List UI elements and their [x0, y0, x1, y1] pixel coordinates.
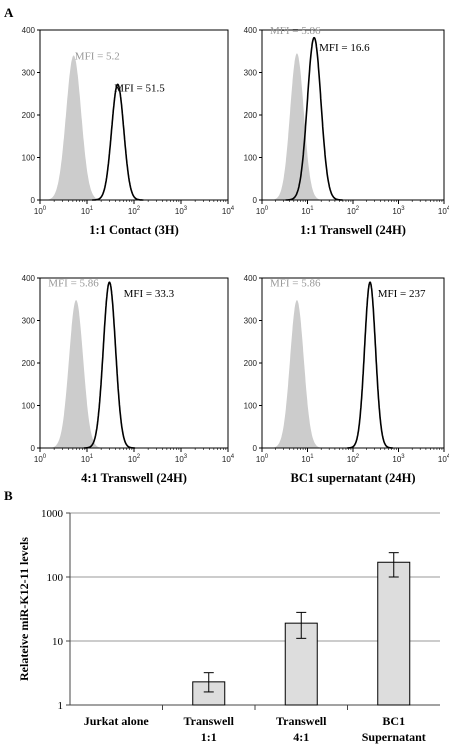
x-tick-label: 102	[347, 454, 360, 464]
y-tick-label: 200	[244, 359, 258, 368]
x-tick-label: 100	[256, 206, 269, 216]
y-tick-label: 200	[22, 111, 36, 120]
y-tick-label: 0	[253, 444, 258, 453]
mfi-label: MFI = 237	[378, 288, 426, 300]
category-label: 1:1	[201, 730, 217, 744]
category-label: 4:1	[293, 730, 309, 744]
sample-histogram	[285, 36, 343, 201]
x-tick-label: 103	[175, 454, 188, 464]
x-tick-label: 104	[438, 206, 449, 216]
x-tick-label: 102	[128, 454, 141, 464]
x-tick-label: 101	[301, 454, 314, 464]
sample-histogram	[347, 281, 393, 449]
x-tick-label: 100	[34, 206, 47, 216]
x-tick-label: 100	[34, 454, 47, 464]
x-tick-label: 104	[222, 454, 235, 464]
y-tick-label: 400	[22, 26, 36, 35]
mfi-label: MFI = 16.6	[319, 42, 370, 54]
mfi-label: MFI = 5.86	[270, 25, 321, 37]
panel-label-a: A	[4, 5, 14, 20]
y-tick-label: 100	[47, 572, 64, 584]
control-histogram	[42, 55, 106, 200]
x-tick-label: 102	[347, 206, 360, 216]
y-tick-label: 300	[22, 69, 36, 78]
y-tick-label: 100	[22, 154, 36, 163]
category-label: Jurkat alone	[84, 714, 150, 728]
x-tick-label: 104	[438, 454, 449, 464]
bar	[377, 561, 411, 706]
control-histogram	[268, 300, 326, 448]
mfi-label: MFI = 5.86	[48, 277, 99, 289]
y-tick-label: 300	[244, 69, 258, 78]
y-tick-label: 0	[253, 196, 258, 205]
y-tick-label: 300	[244, 317, 258, 326]
x-tick-label: 100	[256, 454, 269, 464]
y-tick-label: 300	[22, 317, 36, 326]
y-tick-label: 10	[52, 636, 64, 648]
x-tick-label: 103	[392, 206, 405, 216]
x-tick-label: 103	[175, 206, 188, 216]
y-axis-label: Relateive miR-K12-11 levels	[17, 537, 31, 681]
x-tick-label: 102	[128, 206, 141, 216]
panel-label-b: B	[4, 488, 13, 503]
mfi-label: MFI = 5.2	[75, 51, 120, 63]
y-tick-label: 0	[31, 196, 36, 205]
control-histogram	[46, 300, 106, 448]
histogram-title: 1:1 Contact (3H)	[89, 223, 179, 237]
y-tick-label: 400	[22, 274, 36, 283]
mfi-label: MFI = 5.86	[270, 277, 321, 289]
x-tick-label: 101	[81, 454, 94, 464]
control-histogram	[268, 53, 326, 201]
mirk12-bar-chart: 1 10 100 1000 Jurkat alone Transwell 1:1 Transw…	[17, 508, 440, 744]
y-tick-label: 1000	[41, 508, 64, 520]
x-tick-label: 101	[301, 206, 314, 216]
x-tick-label: 101	[81, 206, 94, 216]
y-tick-label: 400	[244, 26, 258, 35]
y-tick-label: 400	[244, 274, 258, 283]
mfi-label: MFI = 33.3	[124, 288, 175, 300]
histogram-title: BC1 supernatant (24H)	[290, 471, 415, 485]
y-tick-label: 200	[244, 111, 258, 120]
x-tick-label: 104	[222, 206, 235, 216]
category-label: BC1	[382, 714, 405, 728]
histogram-title: 1:1 Transwell (24H)	[300, 223, 406, 237]
histogram-title: 4:1 Transwell (24H)	[81, 471, 187, 485]
mfi-label: MFI = 51.5	[114, 82, 165, 94]
category-label: Supernatant	[362, 730, 426, 744]
sample-histogram	[83, 281, 136, 449]
x-tick-label: 103	[392, 454, 405, 464]
category-label: Transwell	[184, 714, 235, 728]
y-tick-label: 100	[244, 402, 258, 411]
sample-histogram	[92, 83, 144, 201]
y-tick-label: 100	[22, 402, 36, 411]
y-tick-label: 200	[22, 359, 36, 368]
y-tick-label: 1	[58, 700, 64, 712]
y-tick-label: 100	[244, 154, 258, 163]
category-label: Transwell	[276, 714, 327, 728]
y-tick-label: 0	[31, 444, 36, 453]
